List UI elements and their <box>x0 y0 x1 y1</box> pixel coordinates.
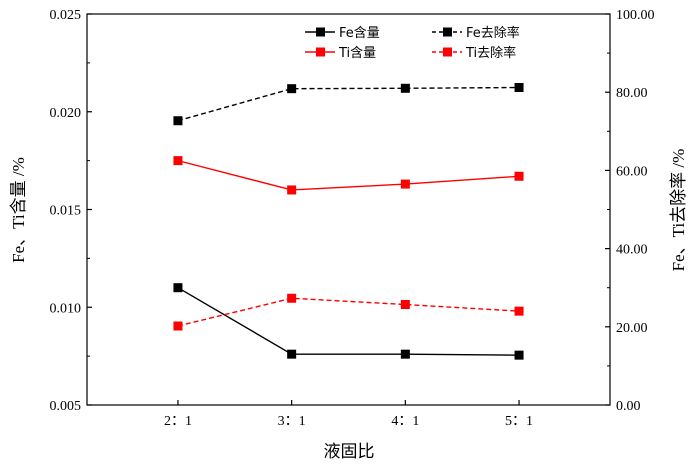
data-point <box>400 300 410 310</box>
left-tick-label: 0.005 <box>50 399 82 414</box>
data-point <box>173 321 183 331</box>
x-axis-title: 液固比 <box>324 442 375 461</box>
left-tick-label: 0.010 <box>50 301 82 316</box>
legend-marker <box>316 27 325 37</box>
data-point <box>173 283 183 293</box>
data-point <box>287 185 297 195</box>
right-tick-label: 60.00 <box>616 164 648 179</box>
series-line <box>177 86 520 122</box>
data-point <box>287 293 297 303</box>
legend-label: Ti含量 <box>338 45 376 61</box>
data-point <box>400 83 410 93</box>
series-2 <box>173 83 524 126</box>
left-tick-label: 0.020 <box>50 106 82 121</box>
series-layer <box>173 83 524 360</box>
legend-marker <box>316 47 325 57</box>
data-point <box>514 350 524 360</box>
legend-label: Ti去除率 <box>465 45 516 61</box>
x-axis-ticks: 2：1 3：1 4：1 5：1 <box>164 400 533 429</box>
series-line <box>177 159 520 191</box>
series-4 <box>173 293 524 331</box>
legend: Fe含量 Fe去除率 Ti含量 Ti去除率 <box>305 25 520 61</box>
legend-label: Fe去除率 <box>466 25 520 41</box>
right-axis-ticks: 0.00 20.00 40.00 60.00 80.00 100.00 <box>605 8 655 414</box>
legend-item: Ti含量 <box>305 45 376 61</box>
left-axis-title: Fe、Ti含量 /% <box>9 157 28 263</box>
plot-area-border <box>86 13 611 406</box>
plot-frame <box>86 13 611 406</box>
right-tick-label: 80.00 <box>616 86 648 101</box>
right-axis-title: Fe、Ti去除率 /% <box>669 149 688 272</box>
legend-item: Fe去除率 <box>432 25 520 41</box>
legend-item: Fe含量 <box>305 25 380 41</box>
left-tick-label: 0.015 <box>50 204 82 219</box>
data-point <box>514 83 524 93</box>
data-point <box>400 349 410 359</box>
data-point <box>287 84 297 94</box>
legend-item: Ti去除率 <box>432 45 516 61</box>
x-tick-label: 5：1 <box>505 414 533 429</box>
x-tick-label: 3：1 <box>278 414 306 429</box>
legend-label: Fe含量 <box>339 25 380 41</box>
left-tick-label: 0.025 <box>50 8 82 23</box>
data-point <box>400 179 410 189</box>
data-point <box>287 349 297 359</box>
x-tick-label: 2：1 <box>164 414 192 429</box>
left-axis-ticks: 0.005 0.010 0.015 0.020 0.025 <box>50 8 92 414</box>
series-3 <box>173 156 524 195</box>
series-line <box>177 297 520 327</box>
data-point <box>173 156 183 166</box>
data-point <box>514 171 524 181</box>
right-tick-label: 20.00 <box>616 321 648 336</box>
right-tick-label: 0.00 <box>616 399 641 414</box>
right-tick-label: 100.00 <box>616 8 655 23</box>
series-line <box>177 287 520 356</box>
legend-marker <box>443 47 452 57</box>
right-tick-label: 40.00 <box>616 243 648 258</box>
x-tick-label: 4：1 <box>391 414 419 429</box>
data-point <box>173 116 183 126</box>
data-point <box>514 306 524 316</box>
series-1 <box>173 283 524 360</box>
legend-marker <box>443 27 452 37</box>
